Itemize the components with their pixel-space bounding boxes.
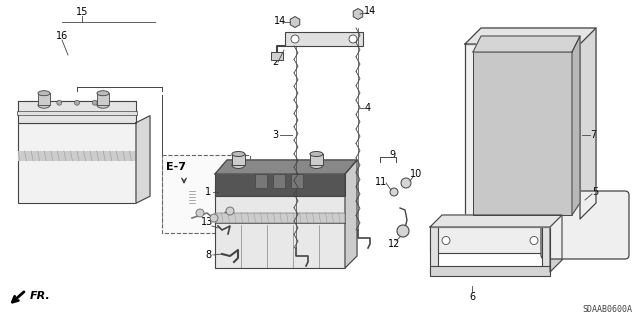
Text: 9: 9 (389, 150, 395, 160)
Text: 15: 15 (76, 7, 88, 17)
Text: 3: 3 (272, 130, 278, 140)
Circle shape (74, 100, 79, 105)
Text: 5: 5 (592, 187, 598, 197)
Ellipse shape (38, 102, 50, 108)
Text: SDAAB0600A: SDAAB0600A (582, 305, 632, 314)
Circle shape (291, 35, 299, 43)
Text: 14: 14 (274, 16, 286, 26)
Polygon shape (580, 28, 596, 219)
Bar (430, 227, 550, 253)
Bar (215, 186, 345, 268)
Bar (273, 174, 285, 189)
Ellipse shape (232, 161, 245, 168)
FancyBboxPatch shape (285, 32, 363, 46)
Text: 2: 2 (272, 57, 278, 67)
Bar (215, 174, 345, 196)
Bar (215, 212, 345, 223)
Text: 11: 11 (375, 177, 387, 187)
Bar (17, 111, 137, 115)
Polygon shape (136, 116, 150, 203)
Text: FR.: FR. (30, 291, 51, 301)
Bar (97, 93, 109, 105)
Ellipse shape (310, 161, 323, 168)
Circle shape (92, 100, 97, 105)
Polygon shape (18, 101, 136, 123)
Bar (291, 174, 303, 189)
Text: 8: 8 (205, 250, 211, 260)
Polygon shape (572, 36, 580, 215)
Bar (162, 155, 250, 233)
Circle shape (196, 209, 204, 217)
Circle shape (57, 100, 62, 105)
Text: 7: 7 (590, 130, 596, 140)
Text: 13: 13 (201, 217, 213, 227)
Text: 16: 16 (56, 31, 68, 41)
Ellipse shape (232, 152, 245, 157)
Bar (38, 93, 50, 105)
Bar (310, 154, 323, 165)
Bar (542, 227, 550, 272)
FancyBboxPatch shape (541, 191, 629, 259)
Polygon shape (215, 160, 357, 174)
Bar (255, 174, 266, 189)
Polygon shape (473, 36, 580, 52)
Circle shape (397, 225, 409, 237)
Circle shape (226, 207, 234, 215)
Circle shape (530, 236, 538, 244)
Ellipse shape (38, 91, 50, 96)
Circle shape (401, 178, 411, 188)
Bar (232, 154, 245, 165)
Polygon shape (465, 28, 596, 44)
Text: 12: 12 (388, 239, 400, 249)
Polygon shape (430, 215, 562, 227)
Bar (430, 266, 550, 276)
Bar (271, 52, 283, 60)
Bar (465, 44, 580, 219)
Text: 4: 4 (365, 103, 371, 113)
Text: 1: 1 (205, 187, 211, 197)
Bar (18, 151, 136, 161)
Circle shape (442, 236, 450, 244)
Text: E-7: E-7 (166, 162, 186, 172)
Polygon shape (550, 215, 562, 272)
Text: 14: 14 (364, 6, 376, 16)
Polygon shape (345, 160, 357, 268)
Text: 10: 10 (410, 169, 422, 179)
Circle shape (210, 214, 218, 222)
Circle shape (349, 35, 357, 43)
Text: 6: 6 (469, 292, 475, 302)
Ellipse shape (310, 152, 323, 157)
Circle shape (390, 188, 398, 196)
Ellipse shape (97, 102, 109, 108)
Bar (18, 123, 136, 203)
Ellipse shape (97, 91, 109, 96)
Bar (430, 227, 438, 272)
Bar (473, 52, 572, 215)
